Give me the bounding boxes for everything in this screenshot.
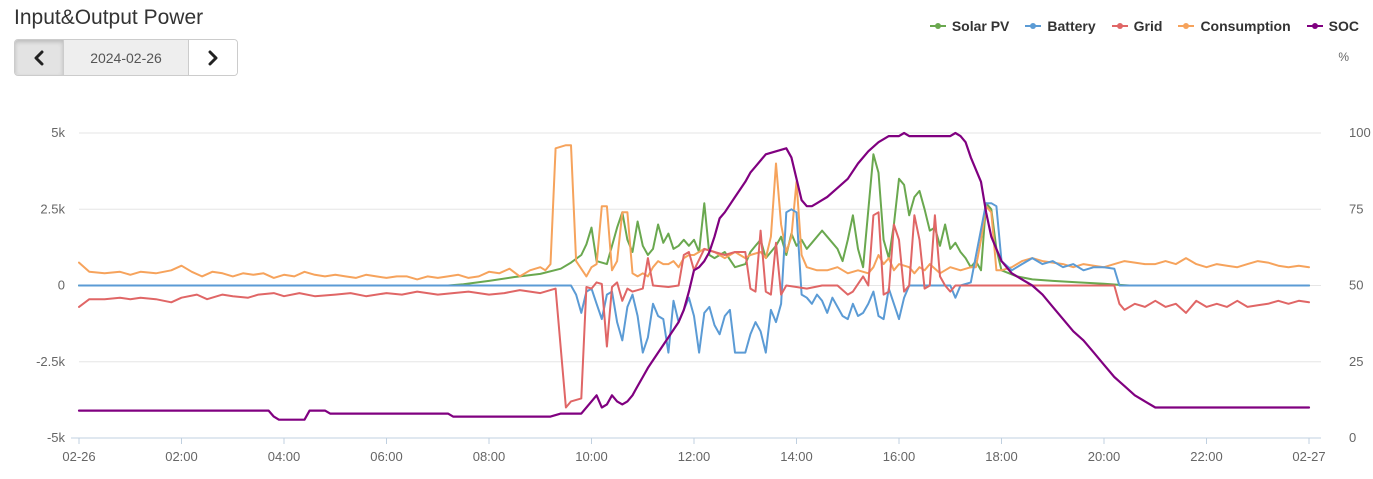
next-day-button[interactable] — [188, 40, 237, 75]
x-tick-label: 02-27 — [1292, 449, 1325, 464]
series-line-consumption — [78, 144, 1310, 281]
x-tick-label: 16:00 — [883, 449, 916, 464]
legend-label: Grid — [1133, 18, 1163, 34]
y-right-tick-label: 50 — [1349, 278, 1363, 293]
right-axis-unit: % — [1338, 50, 1349, 64]
chevron-right-icon — [208, 50, 218, 65]
y-left-tick-label: -5k — [47, 430, 66, 445]
y-right-tick-label: 75 — [1349, 201, 1363, 216]
legend-swatch — [1111, 23, 1128, 29]
y-right-tick-label: 0 — [1349, 430, 1356, 445]
legend-item-solar-pv[interactable]: Solar PV — [929, 18, 1010, 34]
x-tick-label: 08:00 — [473, 449, 506, 464]
y-left-tick-label: 5k — [51, 125, 65, 140]
chart-legend: Solar PV Battery Grid Consumption SOC — [929, 18, 1359, 34]
series-line-solar-pv — [78, 153, 1310, 287]
y-right-tick-label: 25 — [1349, 354, 1363, 369]
y-left-tick-label: 2.5k — [40, 201, 65, 216]
series-line-soc — [77, 131, 1311, 421]
y-left-tick-label: -2.5k — [36, 354, 65, 369]
x-tick-label: 10:00 — [575, 449, 608, 464]
legend-swatch — [929, 23, 946, 29]
previous-day-button[interactable] — [15, 40, 64, 75]
legend-label: Solar PV — [951, 18, 1010, 34]
x-tick-label: 20:00 — [1088, 449, 1121, 464]
page-title: Input&Output Power — [14, 6, 204, 29]
series-line-grid — [78, 211, 1310, 409]
legend-swatch — [1306, 23, 1323, 29]
date-field[interactable]: 2024-02-26 — [64, 40, 188, 75]
legend-item-grid[interactable]: Grid — [1111, 18, 1163, 34]
legend-swatch — [1025, 23, 1042, 29]
x-tick-label: 14:00 — [780, 449, 813, 464]
x-tick-label: 18:00 — [985, 449, 1018, 464]
y-right-tick-label: 100 — [1349, 125, 1371, 140]
chevron-left-icon — [34, 50, 44, 65]
legend-item-battery[interactable]: Battery — [1025, 18, 1096, 34]
legend-item-consumption[interactable]: Consumption — [1178, 18, 1291, 34]
series-line-battery — [78, 202, 1310, 354]
legend-label: Battery — [1047, 18, 1096, 34]
x-tick-label: 04:00 — [268, 449, 301, 464]
x-tick-label: 12:00 — [678, 449, 711, 464]
x-tick-label: 02:00 — [165, 449, 198, 464]
x-tick-label: 22:00 — [1190, 449, 1223, 464]
legend-item-soc[interactable]: SOC — [1306, 18, 1359, 34]
legend-label: Consumption — [1200, 18, 1291, 34]
y-left-tick-label: 0 — [58, 278, 65, 293]
x-tick-label: 06:00 — [370, 449, 403, 464]
date-navigator: 2024-02-26 — [14, 39, 238, 76]
legend-swatch — [1178, 23, 1195, 29]
legend-label: SOC — [1328, 18, 1359, 34]
x-tick-label: 02-26 — [62, 449, 95, 464]
